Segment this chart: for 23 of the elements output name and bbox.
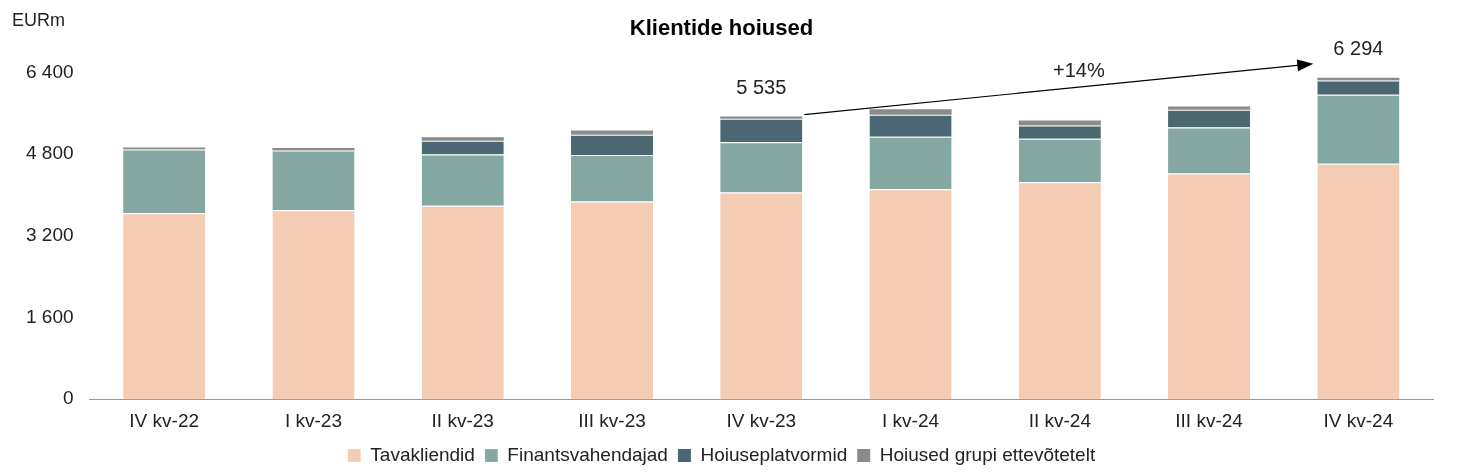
legend-label: Finantsvahendajad bbox=[507, 443, 668, 465]
x-tick-label: III kv-24 bbox=[1175, 409, 1244, 431]
total-label: 6 294 bbox=[1333, 37, 1384, 60]
x-tick-label: IV kv-24 bbox=[1323, 409, 1394, 431]
legend-label: Tavakliendid bbox=[370, 443, 475, 465]
y-tick-label: 3 200 bbox=[26, 224, 74, 246]
x-tick-label: II kv-24 bbox=[1028, 409, 1092, 431]
total-label: 5 535 bbox=[736, 76, 787, 99]
x-tick-label: IV kv-23 bbox=[726, 409, 797, 431]
x-tick-label: II kv-23 bbox=[431, 409, 494, 431]
y-axis-title: EURm bbox=[12, 9, 65, 30]
annotation: +14% bbox=[1052, 58, 1105, 81]
legend-label: Hoiuseplatvormid bbox=[700, 443, 848, 465]
y-tick-label: 6 400 bbox=[26, 60, 74, 82]
y-tick-label: 0 bbox=[62, 387, 74, 409]
x-tick-label: IV kv-22 bbox=[129, 409, 200, 431]
y-tick-label: 1 600 bbox=[26, 305, 74, 327]
x-tick-label: III kv-23 bbox=[578, 409, 646, 431]
x-tick-label: I kv-23 bbox=[284, 409, 342, 431]
chart-title: Klientide hoiused bbox=[629, 15, 814, 41]
x-tick-label: I kv-24 bbox=[882, 409, 940, 431]
y-tick-label: 4 800 bbox=[26, 142, 74, 164]
legend-label: Hoiused grupi ettevõtetelt bbox=[879, 443, 1096, 465]
